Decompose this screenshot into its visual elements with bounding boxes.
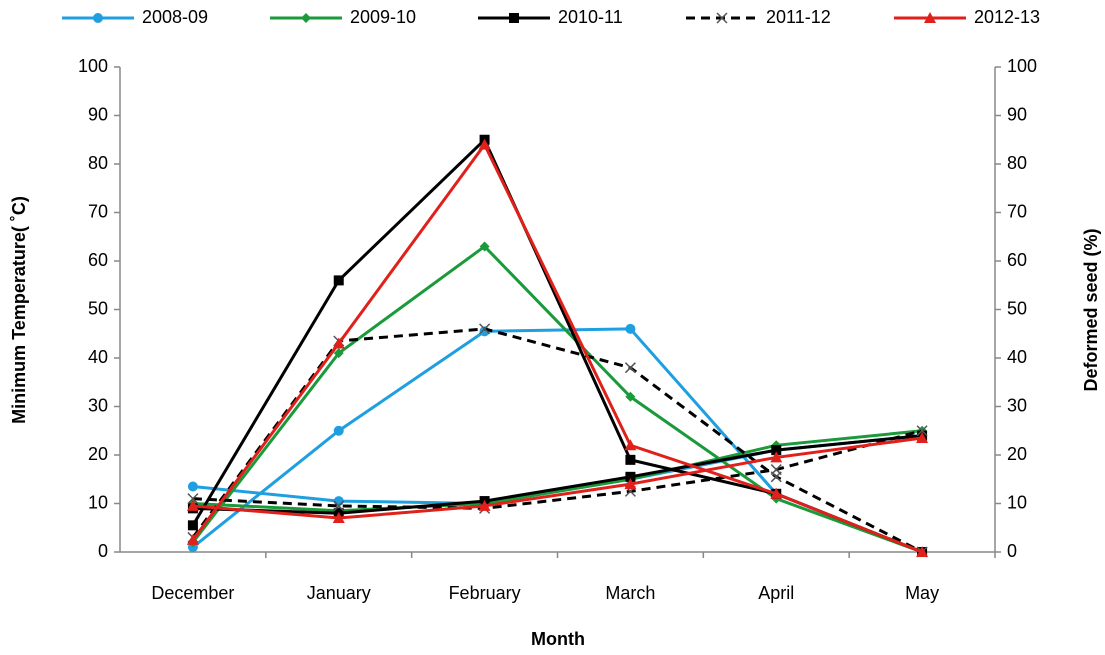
temperature-line [192, 436, 923, 520]
temperature-marker [771, 445, 782, 456]
temperature-marker [916, 432, 929, 444]
deformed-seed-marker [624, 362, 636, 374]
y2-tick-label: 90 [1007, 104, 1027, 124]
y-tick-label: 70 [88, 201, 108, 221]
deformed-seed-marker [625, 323, 636, 334]
x-tick-label: February [449, 583, 521, 603]
y-tick-label: 10 [88, 492, 108, 512]
y-tick-label: 50 [88, 298, 108, 318]
legend-marker [509, 13, 519, 23]
deformed-seed-marker [333, 425, 344, 436]
legend-marker [93, 13, 103, 23]
deformed-seed-line [191, 244, 923, 554]
temperature-marker [625, 471, 636, 482]
x-tick-label: April [758, 583, 794, 603]
deformed-seed-marker [332, 337, 345, 349]
temperature-line [192, 429, 923, 510]
deformed-seed-marker [479, 323, 491, 335]
y-tick-label: 80 [88, 153, 108, 173]
deformed-seed-marker [625, 454, 636, 465]
y-tick-label: 60 [88, 250, 108, 270]
y-tick-label: 30 [88, 395, 108, 415]
y2-tick-label: 20 [1007, 444, 1027, 464]
y-tick-label: 100 [78, 56, 108, 76]
y2-tick-label: 70 [1007, 201, 1027, 221]
y-tick-label: 20 [88, 444, 108, 464]
temperature-line [192, 434, 923, 515]
y2-tick-label: 50 [1007, 298, 1027, 318]
y2-tick-label: 80 [1007, 153, 1027, 173]
x-axis-title: Month [531, 629, 585, 649]
x-tick-label: May [905, 583, 939, 603]
y2-axis-title: Deformed seed (%) [1081, 228, 1101, 391]
temperature-marker [770, 451, 783, 463]
y-axis-title: Minimum Temperature( ˚C) [9, 196, 29, 424]
deformed-seed-marker [624, 439, 637, 451]
temperature-marker [187, 481, 198, 492]
temperature-marker [333, 500, 345, 512]
temperature-line [192, 429, 923, 513]
temperature-marker [916, 425, 928, 437]
temperature-marker [624, 478, 637, 490]
deformed-seed-marker [770, 487, 783, 499]
deformed-seed-marker [770, 471, 782, 483]
x-tick-label: January [307, 583, 371, 603]
y2-tick-label: 40 [1007, 347, 1027, 367]
legend-label: 2010-11 [558, 7, 623, 27]
deformed-seed-marker [478, 138, 491, 150]
deformed-seed-marker [916, 546, 929, 557]
deformed-seed-marker [479, 241, 490, 252]
deformed-seed-marker [187, 520, 198, 531]
deformed-seed-marker [186, 533, 199, 545]
legend-marker [716, 12, 728, 24]
deformed-seed-line [191, 141, 923, 554]
y2-tick-label: 60 [1007, 250, 1027, 270]
deformed-seed-marker [625, 391, 636, 402]
legend-marker [301, 13, 311, 23]
x-tick-label: March [605, 583, 655, 603]
legend-label: 2009-10 [350, 7, 416, 27]
x-tick-label: December [151, 583, 234, 603]
temperature-marker [332, 512, 345, 524]
legend-label: 2008-09 [142, 7, 208, 27]
deformed-seed-marker [333, 275, 344, 286]
deformed-seed-marker [333, 348, 344, 359]
y2-tick-label: 30 [1007, 395, 1027, 415]
temperature-marker [187, 493, 199, 505]
legend-marker [924, 12, 936, 23]
temperature-marker [186, 499, 199, 511]
y-tick-label: 0 [98, 541, 108, 561]
temperature-marker [478, 499, 491, 511]
y-tick-label: 40 [88, 347, 108, 367]
legend-label: 2012-13 [974, 7, 1040, 27]
y2-tick-label: 10 [1007, 492, 1027, 512]
y-tick-label: 90 [88, 104, 108, 124]
legend-label: 2011-12 [766, 7, 831, 27]
y2-tick-label: 0 [1007, 541, 1017, 561]
y2-tick-label: 100 [1007, 56, 1037, 76]
